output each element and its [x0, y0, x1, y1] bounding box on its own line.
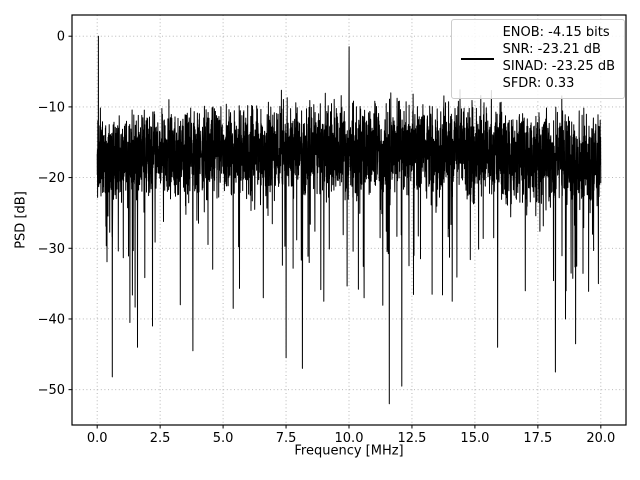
psd-trace [96, 35, 602, 405]
x-tick-label: 7.5 [276, 431, 297, 446]
y-axis-label: PSD [dB] [13, 191, 29, 249]
legend-line-sample [460, 57, 494, 60]
x-tick-label: 20.0 [586, 431, 615, 446]
x-tick-label: 2.5 [150, 431, 171, 446]
legend-entry-snr: SNR: -23.21 dB [502, 41, 601, 57]
legend-entry-sinad: SINAD: -23.25 dB [502, 58, 615, 74]
x-tick-label: 15.0 [460, 431, 489, 446]
y-tick-label: −20 [38, 171, 65, 186]
legend-entries: ENOB: -4.15 bits SNR: -23.21 dB SINAD: -… [503, 25, 615, 93]
x-tick-label: 0.0 [87, 431, 108, 446]
x-tick-label: 12.5 [397, 431, 426, 446]
axes-spine [71, 14, 627, 426]
y-tick-label: −50 [38, 383, 65, 398]
x-tick-label: 10.0 [335, 431, 364, 446]
legend-entry-enob: ENOB: -4.15 bits [502, 25, 610, 40]
legend: ENOB: -4.15 bits SNR: -23.21 dB SINAD: -… [450, 19, 625, 99]
y-tick-label: 0 [57, 30, 65, 45]
legend-entry-sfdr: SFDR: 0.33 [502, 75, 575, 91]
x-tick-label: 5.0 [213, 431, 234, 446]
x-tick-label: 17.5 [523, 431, 552, 446]
y-tick-label: −40 [38, 312, 65, 327]
y-tick-label: −30 [38, 242, 65, 257]
y-tick-label: −10 [38, 100, 65, 115]
x-axis-label: Frequency [MHz] [294, 443, 404, 459]
